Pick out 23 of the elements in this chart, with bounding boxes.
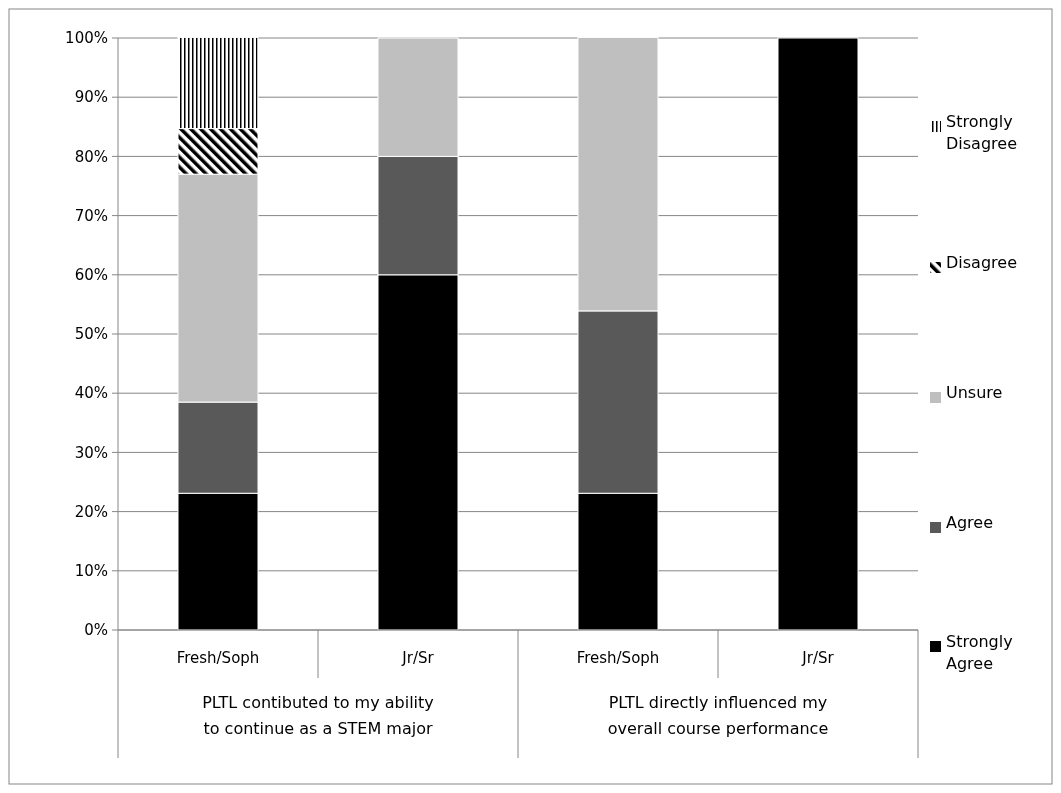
legend-label: Agree bbox=[946, 513, 994, 532]
x-tick-label: Jr/Sr bbox=[801, 649, 835, 667]
y-tick-label: 60% bbox=[74, 266, 108, 285]
x-tick-label: Fresh/Soph bbox=[176, 649, 260, 667]
y-tick-label: 90% bbox=[74, 88, 108, 107]
legend-label: Strongly Agree bbox=[946, 632, 1013, 673]
text: PLTL directly influenced my overall course performance bbox=[607, 693, 829, 738]
text: PLTL contibuted to my ability to continue as a STEM major bbox=[202, 693, 434, 738]
y-tick-label: 30% bbox=[74, 443, 108, 462]
y-tick-label: 40% bbox=[74, 384, 108, 403]
y-tick-label: 10% bbox=[74, 562, 108, 581]
x-tick-label: Fresh/Soph bbox=[576, 649, 660, 667]
y-tick-label: 20% bbox=[74, 502, 108, 521]
x-tick-label: Jr/Sr bbox=[401, 649, 435, 667]
y-tick-label: 70% bbox=[74, 206, 108, 225]
y-tick-label: 100% bbox=[65, 29, 108, 48]
y-tick-label: 50% bbox=[74, 325, 108, 344]
y-tick-label: 0% bbox=[84, 621, 108, 640]
legend-label: Unsure bbox=[946, 383, 1003, 402]
legend-label: Strongly Disagree bbox=[946, 112, 1017, 153]
legend-label: Disagree bbox=[946, 253, 1017, 272]
bar bbox=[777, 37, 859, 631]
y-tick-label: 80% bbox=[74, 147, 108, 166]
